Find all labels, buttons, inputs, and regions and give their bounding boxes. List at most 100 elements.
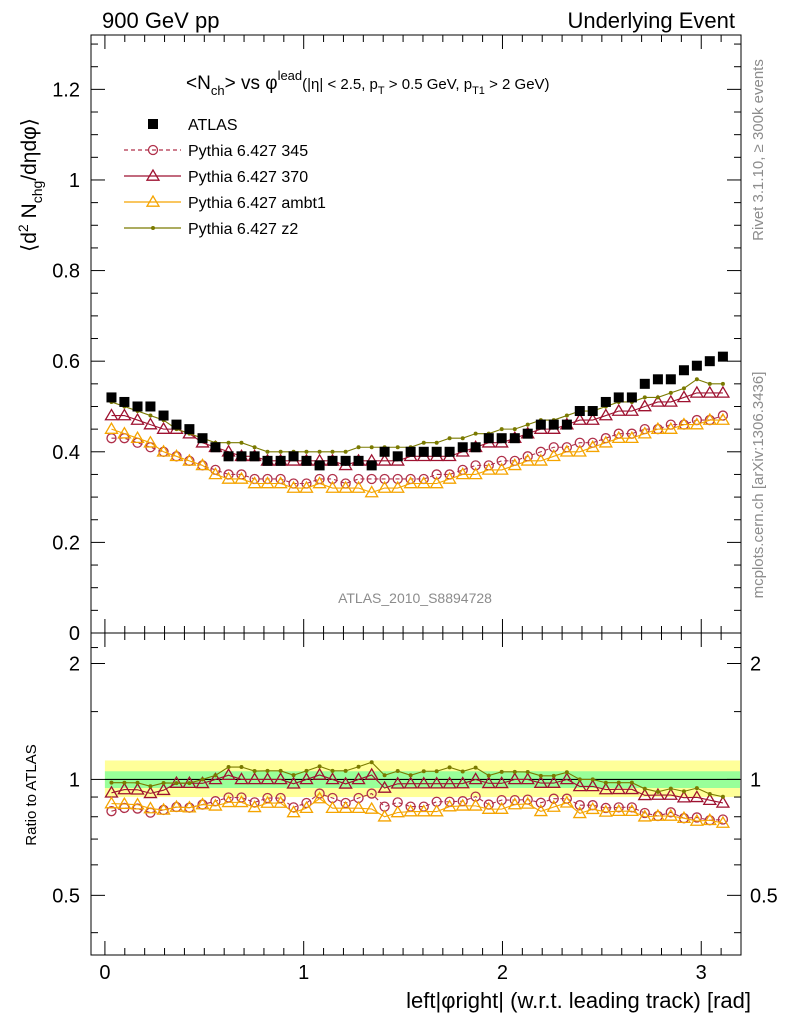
data-point-ambt1 <box>650 421 666 434</box>
data-point-z2 <box>512 427 517 432</box>
plot-title: <Nch> vs φlead(|η| < 2.5, pT > 0.5 GeV, … <box>186 68 550 98</box>
ratio-point-z2 <box>356 764 361 769</box>
data-point-ambt1 <box>169 449 184 462</box>
data-point-p345 <box>431 469 442 480</box>
ratio-point-ambt1 <box>390 805 405 818</box>
ratio-point-z2 <box>499 769 504 774</box>
data-point-ambt1 <box>416 476 431 489</box>
ratio-point-p345 <box>548 793 559 804</box>
ratio-point-z2 <box>642 786 647 791</box>
ratio-point-z2 <box>161 780 166 785</box>
legend-label-atlas: ATLAS <box>188 117 238 134</box>
title-vs: vs <box>241 73 260 94</box>
data-point-ambt1 <box>377 480 392 493</box>
ratio-point-p345 <box>366 788 377 799</box>
data-point-ambt1 <box>676 417 692 430</box>
data-point-z2 <box>395 445 400 450</box>
ratio-ylabel: Ratio to ATLAS <box>23 744 40 845</box>
data-point-atlas <box>158 410 169 421</box>
ratio-point-z2 <box>330 768 335 773</box>
analysis-watermark: ATLAS_2010_S8894728 <box>338 590 492 606</box>
ratio-point-ambt1 <box>403 804 418 817</box>
legend-label-z2: Pythia 6.427 z2 <box>188 221 298 238</box>
data-point-p370 <box>663 394 678 407</box>
ratio-point-ambt1 <box>468 798 483 811</box>
ratio-point-z2 <box>265 768 270 773</box>
ratio-y-tick-label-right: 0.5 <box>750 885 778 907</box>
xlabel: left|φright| (w.r.t. leading track) [rad… <box>406 988 751 1013</box>
ratio-y-tick-label: 2 <box>69 653 80 675</box>
data-point-z2 <box>239 440 244 445</box>
ratio-point-p345 <box>574 800 585 811</box>
title-nch: N <box>197 73 211 94</box>
ratio-point-z2 <box>473 765 478 770</box>
data-point-p370 <box>117 408 132 421</box>
data-point-p370 <box>598 408 613 421</box>
ratio-point-p370 <box>377 780 392 793</box>
data-point-ambt1 <box>520 453 535 466</box>
ratio-point-p370 <box>494 776 509 789</box>
data-point-atlas <box>418 446 429 457</box>
data-point-atlas <box>262 455 273 466</box>
data-point-p345 <box>535 446 546 457</box>
ratio-point-ambt1 <box>351 800 366 814</box>
data-point-ambt1 <box>247 476 262 489</box>
ratio-point-ambt1 <box>364 801 379 814</box>
data-point-ambt1 <box>312 476 327 489</box>
ratio-point-p345 <box>600 802 611 814</box>
ratio-point-p345 <box>626 802 638 813</box>
data-point-z2 <box>655 395 660 400</box>
data-point-ambt1 <box>715 412 731 425</box>
ratio-point-z2 <box>382 773 387 778</box>
data-point-p370 <box>572 412 587 425</box>
ratio-point-p370 <box>208 772 223 785</box>
ratio-point-p370 <box>520 772 535 785</box>
data-point-ambt1 <box>390 480 405 493</box>
data-point-ambt1 <box>286 480 301 493</box>
ratio-point-p370 <box>416 776 431 789</box>
ratio-point-p370 <box>221 767 236 781</box>
ratio-point-p345 <box>665 807 676 818</box>
ratio-point-z2 <box>109 780 114 785</box>
legend-marker-p370 <box>145 168 161 181</box>
data-point-p370 <box>156 421 171 434</box>
data-point-atlas <box>470 442 481 453</box>
ratio-point-ambt1 <box>689 813 705 826</box>
data-point-p370 <box>143 417 158 430</box>
data-point-ambt1 <box>585 439 600 453</box>
ratio-point-p345 <box>535 797 546 808</box>
title-cuts-end: > 2 GeV) <box>485 76 550 93</box>
data-point-atlas <box>184 424 195 435</box>
ratio-y-tick-label-right: 2 <box>750 653 761 675</box>
ratio-point-z2 <box>408 773 413 778</box>
ratio-point-p370 <box>390 776 405 789</box>
title-cuts: (|η| < 2.5, p <box>302 76 378 93</box>
ratio-point-z2 <box>343 768 348 773</box>
ratio-point-p370 <box>676 790 692 803</box>
data-point-z2 <box>447 436 452 441</box>
data-point-ambt1 <box>260 476 275 489</box>
data-point-z2 <box>252 445 257 450</box>
data-point-ambt1 <box>442 471 457 484</box>
data-point-z2 <box>421 440 426 445</box>
data-point-atlas <box>522 428 533 439</box>
data-point-atlas <box>613 392 624 403</box>
data-point-atlas <box>574 406 585 417</box>
data-point-ambt1 <box>546 449 561 462</box>
ratio-series-layer <box>104 760 731 828</box>
data-point-ambt1 <box>455 467 470 480</box>
title-nch-sub: ch <box>211 83 225 98</box>
x-tick-label: 3 <box>696 962 707 984</box>
title-phi-sup: lead <box>278 68 303 83</box>
ratio-point-ambt1 <box>182 800 197 813</box>
ratio-point-z2 <box>187 781 192 786</box>
ratio-point-p370 <box>429 776 444 789</box>
data-point-z2 <box>434 440 439 445</box>
x-tick-label: 2 <box>497 962 508 984</box>
ratio-point-p370 <box>195 776 210 789</box>
ratio-point-p345 <box>613 802 624 813</box>
ratio-point-ambt1 <box>481 801 496 814</box>
data-point-ambt1 <box>624 430 640 444</box>
ratio-point-z2 <box>551 773 556 778</box>
